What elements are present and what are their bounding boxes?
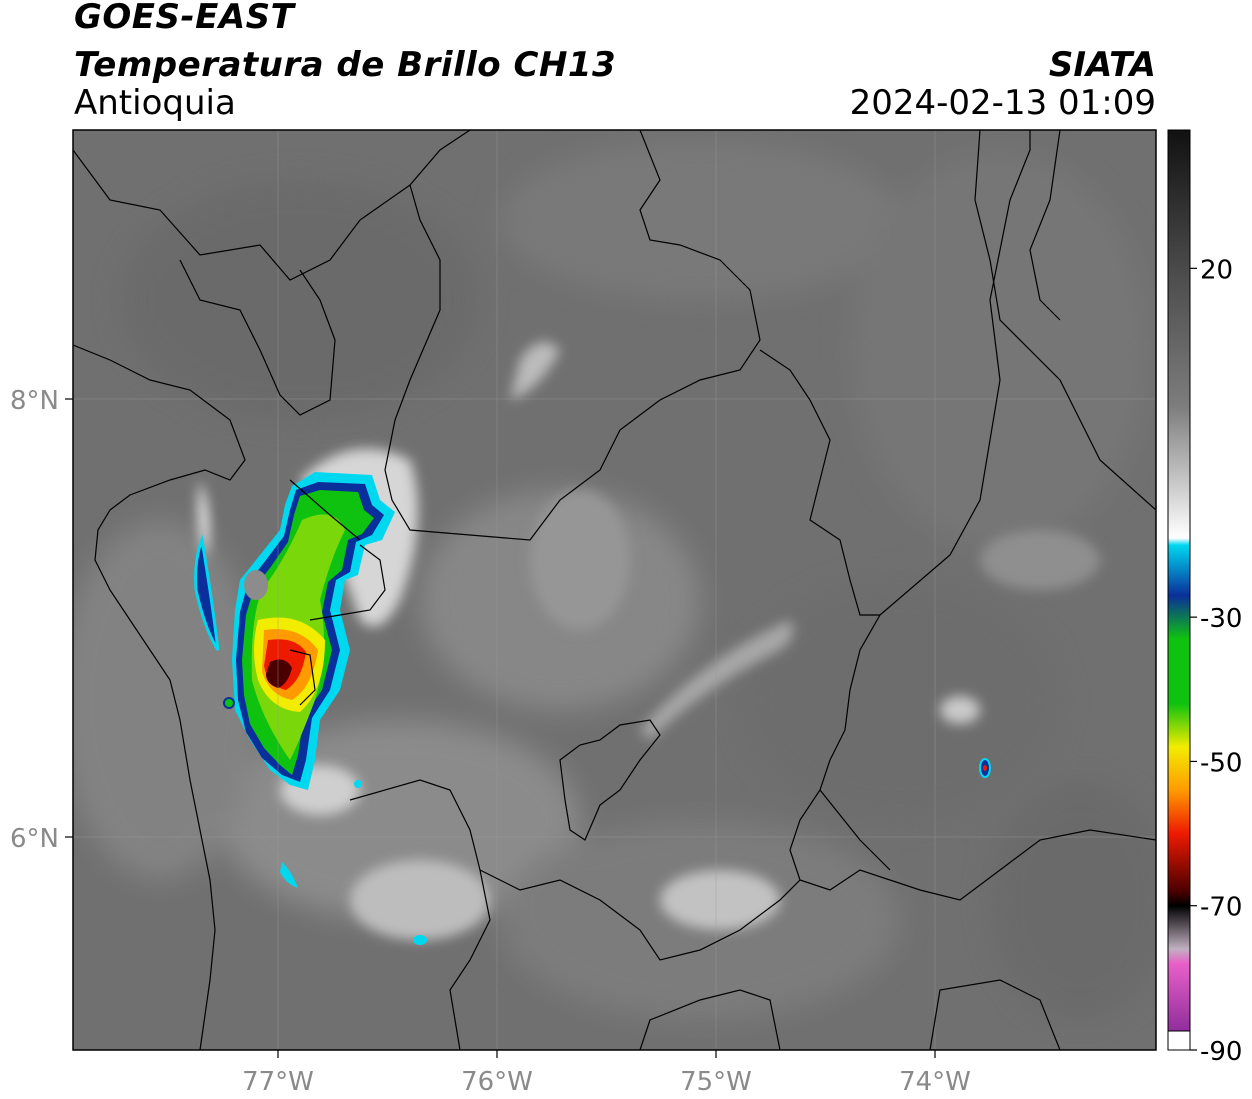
satellite-title: GOES-EAST (74, 0, 295, 37)
latitude-axis: 8°N 6°N (10, 386, 73, 854)
cold-band-west (194, 534, 220, 651)
lon-tick-label: 75°W (680, 1067, 752, 1097)
colorbar-tick-label: 20 (1200, 255, 1233, 285)
colorbar-min-cap (1167, 1030, 1191, 1051)
colorbar-ticks: 20 -30 -50 -70 -90 (1190, 255, 1242, 1067)
longitude-axis: 77°W 76°W 75°W 74°W (242, 1050, 971, 1097)
gridlines (73, 130, 1156, 1050)
lon-tick-label: 77°W (242, 1067, 314, 1097)
organization-label: SIATA (1048, 45, 1156, 85)
map-frame (72, 129, 1157, 1051)
small-cold-cells (223, 697, 991, 945)
lat-tick-label: 8°N (10, 386, 59, 416)
colorbar (1167, 129, 1191, 1051)
convective-storm (232, 472, 395, 790)
lon-tick-label: 76°W (461, 1067, 533, 1097)
region-label: Antioquia (74, 83, 236, 123)
colorbar-tick-label: -30 (1200, 604, 1242, 634)
lat-tick-label: 6°N (10, 824, 59, 854)
timestamp-label: 2024-02-13 01:09 (849, 83, 1156, 123)
colorbar-tick-label: -50 (1200, 748, 1242, 778)
colorbar-tick-label: -70 (1200, 893, 1242, 923)
product-title: Temperatura de Brillo CH13 (74, 45, 617, 85)
map-area[interactable] (60, 130, 1170, 1050)
boundaries (73, 130, 1156, 1050)
colorbar-tick-label: -90 (1200, 1037, 1242, 1067)
colorbar-gradient (1167, 129, 1191, 1051)
lon-tick-label: 74°W (899, 1067, 971, 1097)
